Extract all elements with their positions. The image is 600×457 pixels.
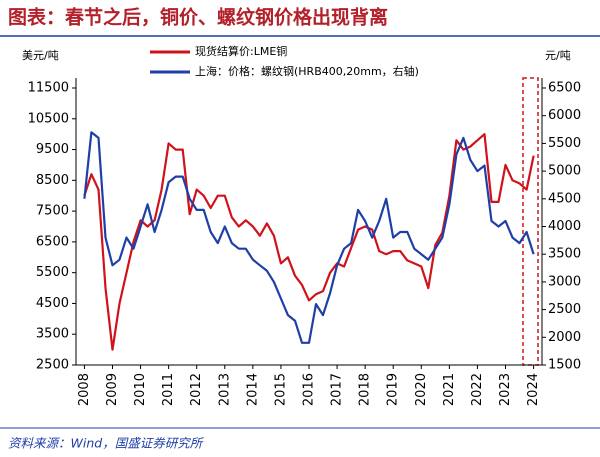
y2-tick-label: 4000 — [548, 219, 581, 234]
y-axis-label: 美元/吨 — [22, 49, 59, 62]
x-tick-label: 2022 — [470, 373, 485, 406]
chart-title: 图表：春节之后，铜价、螺纹钢价格出现背离 — [8, 6, 388, 29]
y2-tick-label: 6500 — [548, 81, 581, 96]
y-tick-label: 2500 — [36, 358, 69, 373]
y2-tick-label: 2000 — [548, 330, 581, 345]
series-line — [83, 133, 535, 351]
series-line — [83, 131, 535, 344]
x-tick-label: 2015 — [273, 373, 288, 406]
highlight-box — [522, 77, 539, 366]
y2-tick-label: 3500 — [548, 247, 581, 262]
x-tick-label: 2009 — [105, 373, 120, 406]
x-tick-label: 2018 — [358, 373, 373, 406]
x-tick-label: 2020 — [414, 373, 429, 406]
x-tick-label: 2014 — [245, 373, 260, 406]
x-tick-label: 2013 — [217, 373, 232, 406]
y2-tick-label: 1500 — [548, 358, 581, 373]
y-tick-label: 9500 — [36, 142, 69, 157]
y-tick-label: 7500 — [36, 204, 69, 219]
y2-tick-label: 5000 — [548, 164, 581, 179]
legend-label: 上海：价格：螺纹钢(HRB400,20mm，右轴) — [195, 64, 419, 78]
legend-label: 现货结算价:LME铜 — [195, 44, 287, 58]
x-tick-label: 2019 — [386, 373, 401, 406]
x-tick-label: 2010 — [133, 373, 148, 406]
y-tick-label: 5500 — [36, 265, 69, 280]
x-tick-label: 2021 — [442, 373, 457, 406]
x-tick-label: 2017 — [330, 373, 345, 406]
y2-axis-label: 元/吨 — [545, 49, 571, 62]
y2-tick-label: 6000 — [548, 108, 581, 123]
x-tick-label: 2023 — [498, 373, 513, 406]
y-tick-label: 11500 — [28, 81, 69, 96]
x-tick-label: 2024 — [526, 373, 541, 406]
x-tick-label: 2016 — [302, 373, 317, 406]
y-tick-label: 10500 — [28, 111, 69, 126]
source: 资料来源：Wind，国盛证券研究所 — [8, 436, 205, 451]
x-tick-label: 2008 — [77, 373, 92, 406]
y-tick-label: 8500 — [36, 173, 69, 188]
y-tick-label: 6500 — [36, 234, 69, 249]
x-tick-label: 2011 — [161, 373, 176, 406]
y2-tick-label: 4500 — [548, 191, 581, 206]
y2-tick-label: 2500 — [548, 302, 581, 317]
y2-tick-label: 5500 — [548, 136, 581, 151]
y2-tick-label: 3000 — [548, 274, 581, 289]
y-tick-label: 4500 — [36, 296, 69, 311]
x-tick-label: 2012 — [189, 373, 204, 406]
y-tick-label: 3500 — [36, 327, 69, 342]
